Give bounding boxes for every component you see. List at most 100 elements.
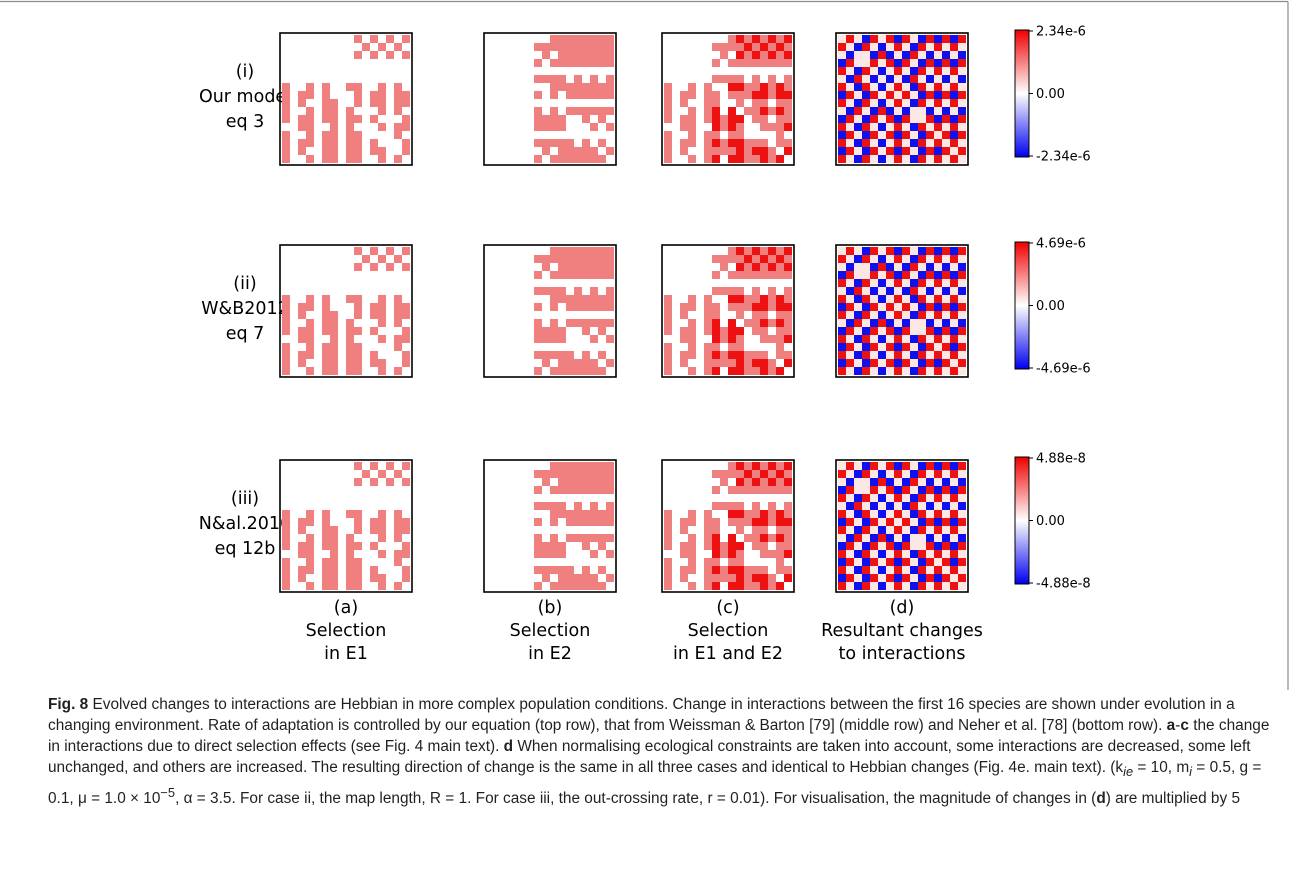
heatmap-cell: [886, 502, 894, 510]
heatmap-cell: [934, 271, 942, 279]
heatmap-cell: [346, 510, 354, 518]
heatmap-cell: [918, 335, 926, 343]
heatmap-cell: [894, 123, 902, 131]
heatmap-cell: [854, 542, 862, 550]
heatmap-cell: [282, 343, 290, 351]
heatmap-cell: [846, 319, 854, 327]
heatmap-cell: [870, 462, 878, 470]
heatmap-cell: [950, 343, 958, 351]
colorbar-tick-label: 2.34e-6: [1036, 25, 1086, 40]
heatmap-cell: [370, 327, 378, 335]
heatmap-cell: [590, 91, 598, 99]
heatmap-cell: [870, 75, 878, 83]
heatmap-cell: [846, 510, 854, 518]
heatmap-cell: [298, 566, 306, 574]
heatmap-cell: [910, 343, 918, 351]
heatmap-cell: [394, 123, 402, 131]
heatmap-cell: [958, 502, 966, 510]
heatmap-cell: [598, 255, 606, 263]
heatmap-cell: [346, 367, 354, 375]
heatmap-cell: [378, 295, 386, 303]
heatmap-cell: [854, 303, 862, 311]
heatmap-cell: [744, 486, 752, 494]
heatmap-cell: [590, 247, 598, 255]
heatmap-cell: [322, 518, 330, 526]
heatmap-cell: [760, 335, 768, 343]
heatmap-cell: [306, 83, 314, 91]
heatmap-cell: [558, 502, 566, 510]
heatmap-cell: [934, 582, 942, 590]
heatmap-cell: [768, 59, 776, 67]
heatmap-cell: [958, 359, 966, 367]
heatmap-cell: [934, 558, 942, 566]
heatmap-cell: [776, 35, 784, 43]
heatmap-cell: [894, 359, 902, 367]
heatmap-cell: [942, 91, 950, 99]
heatmap-cell: [902, 123, 910, 131]
heatmap-cell: [736, 83, 744, 91]
heatmap-cell: [862, 558, 870, 566]
heatmap-cell: [736, 155, 744, 163]
heatmap-cell: [950, 263, 958, 271]
heatmap-cell: [590, 123, 598, 131]
heatmap-cell: [862, 155, 870, 163]
heatmap-cell: [886, 494, 894, 502]
heatmap-cell: [330, 139, 338, 147]
heatmap-cell: [744, 59, 752, 67]
heatmap-cell: [598, 534, 606, 542]
heatmap-cell: [712, 75, 720, 83]
heatmap-cell: [558, 43, 566, 51]
heatmap-cell: [566, 534, 574, 542]
heatmap-cell: [330, 534, 338, 542]
heatmap-cell: [902, 51, 910, 59]
heatmap-cell: [784, 351, 792, 359]
heatmap-cell: [958, 319, 966, 327]
heatmap-cell: [752, 582, 760, 590]
heatmap-cell: [370, 247, 378, 255]
heatmap-cell: [664, 139, 672, 147]
heatmap-cell: [846, 99, 854, 107]
heatmap-cell: [784, 287, 792, 295]
heatmap-cell: [776, 319, 784, 327]
heatmap-cell: [894, 462, 902, 470]
heatmap-cell: [934, 462, 942, 470]
heatmap-border: [835, 459, 969, 593]
heatmap-cell: [862, 367, 870, 375]
heatmap-cell: [574, 534, 582, 542]
heatmap-cell: [704, 510, 712, 518]
heatmap-cell: [870, 43, 878, 51]
heatmap-cell: [878, 351, 886, 359]
heatmap-cell: [918, 510, 926, 518]
heatmap-cell: [862, 478, 870, 486]
colorbar-tick-label: -2.34e-6: [1036, 150, 1091, 165]
heatmap-cell: [664, 327, 672, 335]
heatmap-cell: [838, 115, 846, 123]
heatmap-cell: [282, 91, 290, 99]
heatmap-cell: [950, 59, 958, 67]
heatmap-cell: [354, 247, 362, 255]
panel-ref-c: c: [1180, 716, 1189, 734]
heatmap-cell: [846, 582, 854, 590]
heatmap-cell: [768, 51, 776, 59]
heatmap-cell: [950, 462, 958, 470]
heatmap-cell: [934, 139, 942, 147]
heatmap-cell: [926, 359, 934, 367]
heatmap-cell: [950, 502, 958, 510]
heatmap-cell: [950, 367, 958, 375]
heatmap-cell: [680, 311, 688, 319]
heatmap-cell: [846, 303, 854, 311]
heatmap-cell: [846, 351, 854, 359]
heatmap-cell: [902, 351, 910, 359]
heatmap-cell: [894, 155, 902, 163]
heatmap-cell: [720, 566, 728, 574]
heatmap-cell: [558, 35, 566, 43]
heatmap-cell: [950, 131, 958, 139]
heatmap-cell: [606, 462, 614, 470]
heatmap-cell: [768, 574, 776, 582]
heatmap-cell: [950, 155, 958, 163]
heatmap-cell: [606, 59, 614, 67]
heatmap-cell: [728, 335, 736, 343]
heatmap-cell: [784, 91, 792, 99]
heatmap-cell: [558, 478, 566, 486]
